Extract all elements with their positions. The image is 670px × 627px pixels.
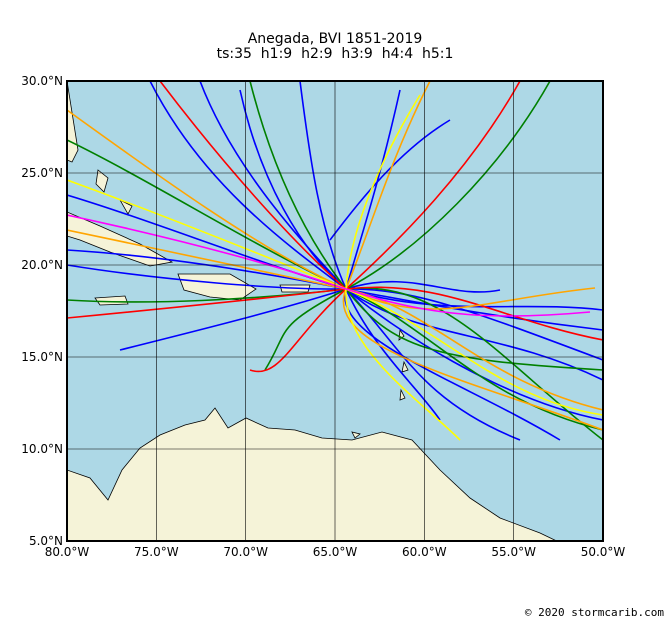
- y-tick-label: 20.0°N: [21, 258, 63, 272]
- x-tick-label: 55.0°W: [491, 545, 536, 559]
- x-tick-label: 80.0°W: [45, 545, 90, 559]
- title: Anegada, BVI 1851-2019: [248, 31, 423, 47]
- x-tick-label: 60.0°W: [402, 545, 447, 559]
- x-tick-label: 65.0°W: [313, 545, 358, 559]
- subtitle: ts:35 h1:9 h2:9 h3:9 h4:4 h5:1: [217, 46, 454, 62]
- y-tick-label: 15.0°N: [21, 350, 63, 364]
- footer: © 2020 stormcarib.com: [525, 606, 664, 619]
- y-tick-label: 30.0°N: [21, 74, 63, 88]
- land: [67, 81, 558, 541]
- y-tick-label: 25.0°N: [21, 166, 63, 180]
- x-tick-label: 70.0°W: [223, 545, 268, 559]
- y-tick-label: 10.0°N: [21, 442, 63, 456]
- storm-tracks: [67, 81, 603, 441]
- x-tick-label: 75.0°W: [134, 545, 179, 559]
- map-frame: [66, 80, 604, 542]
- y-tick-label: 5.0°N: [29, 534, 63, 548]
- x-tick-label: 50.0°W: [581, 545, 626, 559]
